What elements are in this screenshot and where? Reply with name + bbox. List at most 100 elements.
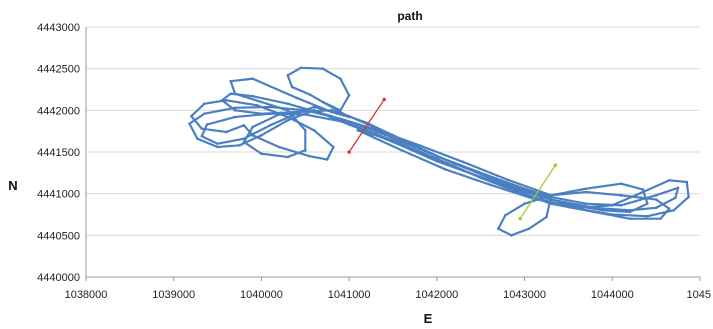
- chart-title: path: [397, 9, 422, 23]
- path-point: [260, 100, 263, 104]
- path-point: [260, 152, 263, 155]
- path-point: [646, 202, 649, 205]
- path-point: [229, 92, 233, 95]
- path-point: [229, 79, 233, 83]
- path-point: [687, 195, 690, 199]
- path-point: [523, 202, 526, 205]
- x-tick-label: 1038000: [65, 289, 108, 301]
- path-point: [619, 182, 623, 185]
- path-point: [672, 209, 675, 212]
- path-point: [510, 234, 513, 237]
- path-trace: [188, 105, 649, 214]
- path-point: [216, 145, 219, 149]
- path-point: [339, 109, 342, 112]
- y-tick-label: 4441000: [37, 189, 80, 201]
- y-tick-label: 4442500: [37, 64, 80, 76]
- path-point: [255, 104, 259, 107]
- path-point: [260, 134, 263, 137]
- path-point: [659, 217, 662, 220]
- path-point: [196, 137, 199, 140]
- path-point: [286, 74, 290, 77]
- path-point: [312, 109, 316, 112]
- path-point: [321, 100, 325, 104]
- path-point: [641, 188, 645, 191]
- path-point: [303, 129, 307, 132]
- path-point: [628, 209, 632, 212]
- marker-line: [519, 164, 556, 220]
- path-point: [409, 142, 412, 145]
- path-point: [299, 66, 303, 70]
- path-point: [503, 214, 507, 217]
- path-point: [277, 145, 281, 149]
- path-point: [233, 109, 237, 112]
- path-point: [321, 67, 325, 70]
- path-point: [461, 160, 465, 164]
- path-point: [347, 115, 351, 119]
- path-point: [685, 180, 689, 184]
- path-trace: [200, 105, 671, 237]
- path-point: [584, 202, 588, 205]
- path-point: [286, 102, 290, 105]
- x-tick-label: 1041000: [328, 289, 371, 301]
- path-point: [242, 140, 246, 144]
- path-trace: [356, 129, 690, 218]
- path-point: [444, 168, 447, 171]
- path-point: [200, 127, 204, 130]
- y-axis-title: N: [8, 178, 17, 193]
- path-point: [628, 217, 632, 220]
- marker-line: [348, 99, 385, 153]
- path-point: [286, 109, 290, 112]
- path-point: [308, 154, 311, 158]
- x-axis-title: E: [424, 311, 433, 326]
- marker-endpoint: [347, 150, 351, 154]
- path-point: [641, 190, 645, 194]
- path-point: [303, 149, 307, 152]
- path-point: [418, 144, 421, 147]
- path-point: [676, 186, 680, 190]
- path-point: [203, 102, 206, 105]
- path-point: [188, 122, 191, 125]
- path-point: [225, 99, 228, 102]
- path-point: [251, 134, 254, 137]
- gridlines: [85, 26, 701, 281]
- path-point: [575, 206, 579, 210]
- x-tick-label: 1042000: [415, 289, 458, 301]
- path-point: [332, 145, 335, 149]
- path-point: [527, 227, 531, 230]
- path-point: [435, 157, 439, 160]
- x-tick-label: 1039000: [152, 289, 195, 301]
- path-point: [668, 207, 671, 210]
- path-point: [347, 94, 351, 97]
- path-point: [374, 129, 377, 133]
- x-tick-label: 1040000: [240, 289, 283, 301]
- axes: [85, 27, 700, 278]
- path-point: [251, 125, 254, 129]
- marker-endpoint: [553, 163, 558, 168]
- path-point: [391, 139, 395, 142]
- path-point: [654, 206, 658, 210]
- path-point: [251, 77, 254, 80]
- path-point: [610, 204, 614, 207]
- path-point: [567, 205, 570, 209]
- path-point: [610, 213, 614, 216]
- path-point: [303, 113, 307, 116]
- path-point: [200, 134, 204, 138]
- y-tick-label: 4440000: [37, 272, 80, 284]
- x-tick-label: 1044000: [591, 289, 634, 301]
- path-point: [453, 162, 456, 165]
- path-point: [295, 96, 298, 100]
- path-point: [312, 129, 316, 132]
- path-point: [505, 184, 509, 187]
- path-point: [205, 123, 209, 126]
- path-point: [400, 149, 404, 152]
- path-point: [488, 183, 491, 186]
- path-point: [602, 209, 605, 212]
- path-point: [233, 92, 237, 95]
- path-point: [523, 193, 526, 196]
- path-point: [496, 227, 500, 230]
- path-point: [540, 194, 544, 197]
- x-tick-label: 1045: [687, 289, 711, 301]
- path-point: [549, 198, 553, 201]
- path-point: [584, 190, 588, 194]
